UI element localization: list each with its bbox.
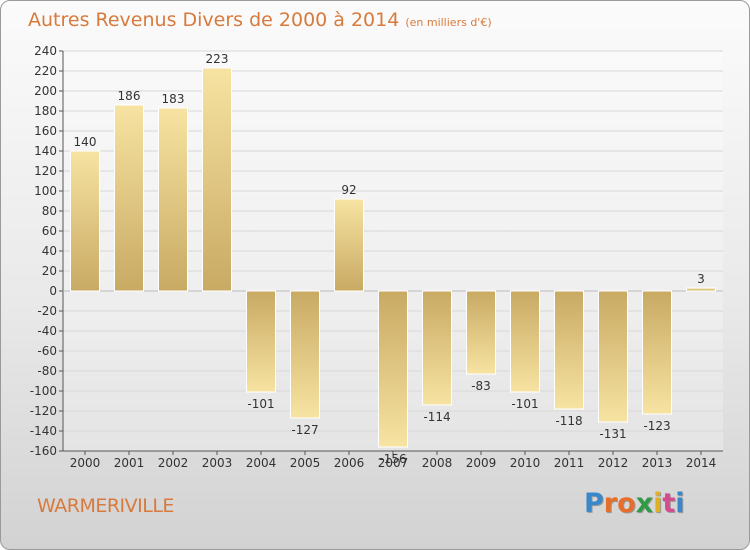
bar [554,290,584,410]
y-tick-label: -120 [30,404,57,418]
x-tick-label: 2011 [554,456,585,470]
x-tick-label: 2000 [70,456,101,470]
y-tick-label: -20 [37,304,57,318]
y-tick-label: -160 [30,444,57,458]
x-tick-label: 2006 [334,456,365,470]
x-tick-label: 2003 [202,456,233,470]
y-tick-label: 60 [42,224,57,238]
bar [378,290,408,448]
y-tick-label: 40 [42,244,57,258]
bar [114,104,144,292]
x-tick-label: 2012 [598,456,629,470]
y-tick-label: 200 [34,84,57,98]
x-tick-label: 2010 [510,456,541,470]
logo-letter: i [675,488,685,519]
y-tick-label: 0 [49,284,57,298]
y-tick-label: -100 [30,384,57,398]
logo-letter: x [635,488,654,519]
bar [246,290,276,393]
data-label: 3 [697,272,705,286]
y-tick-label: 80 [42,204,57,218]
bar [642,290,672,415]
y-tick-label: 160 [34,124,57,138]
x-tick-label: 2014 [686,456,717,470]
y-tick-label: -140 [30,424,57,438]
logo-letter: P [584,488,604,519]
data-label: 92 [341,183,356,197]
chart-title: Autres Revenus Divers de 2000 à 2014 (en … [28,9,492,31]
y-tick-label: -60 [37,344,57,358]
bar [510,290,540,393]
data-label: -123 [643,419,670,433]
bar [422,290,452,406]
bar [70,150,100,292]
bar [334,198,364,292]
data-label: -131 [599,427,626,441]
x-tick-label: 2001 [114,456,145,470]
data-label: 140 [74,135,97,149]
y-tick-label: -40 [37,324,57,338]
chart-title-text: Autres Revenus Divers de 2000 à 2014 [28,9,400,31]
y-tick-label: -80 [37,364,57,378]
bar [686,287,716,292]
proxiti-logo: Proxiti [584,488,685,519]
town-name: WARMERIVILLE [37,495,174,517]
y-tick-label: 120 [34,164,57,178]
y-tick-label: 100 [34,184,57,198]
y-tick-label: 20 [42,264,57,278]
bar [466,290,496,375]
x-tick-label: 2002 [158,456,189,470]
data-label: -156 [379,452,406,466]
bar [290,290,320,419]
data-label: 183 [162,92,185,106]
y-tick-label: 180 [34,104,57,118]
x-tick-label: 2008 [422,456,453,470]
bar [158,107,188,292]
data-label: -101 [247,397,274,411]
x-tick-label: 2004 [246,456,277,470]
y-tick-label: 220 [34,64,57,78]
data-label: -101 [511,397,538,411]
x-tick-label: 2005 [290,456,321,470]
logo-letter: o [617,488,636,519]
logo-letter: r [603,488,618,519]
data-label: -118 [555,414,582,428]
y-tick-label: 240 [34,44,57,58]
data-label: -114 [423,410,450,424]
data-label: 223 [206,52,229,66]
data-label: -83 [471,379,491,393]
x-tick-label: 2007 [378,456,409,470]
bar [202,67,232,292]
x-tick-label: 2013 [642,456,673,470]
data-label: 186 [118,89,141,103]
logo-letter: t [662,488,676,519]
logo-letter: i [653,488,663,519]
chart-subtitle: (en milliers d'€) [405,16,492,29]
bar [598,290,628,423]
y-tick-label: 140 [34,144,57,158]
x-tick-label: 2009 [466,456,497,470]
data-label: -127 [291,423,318,437]
